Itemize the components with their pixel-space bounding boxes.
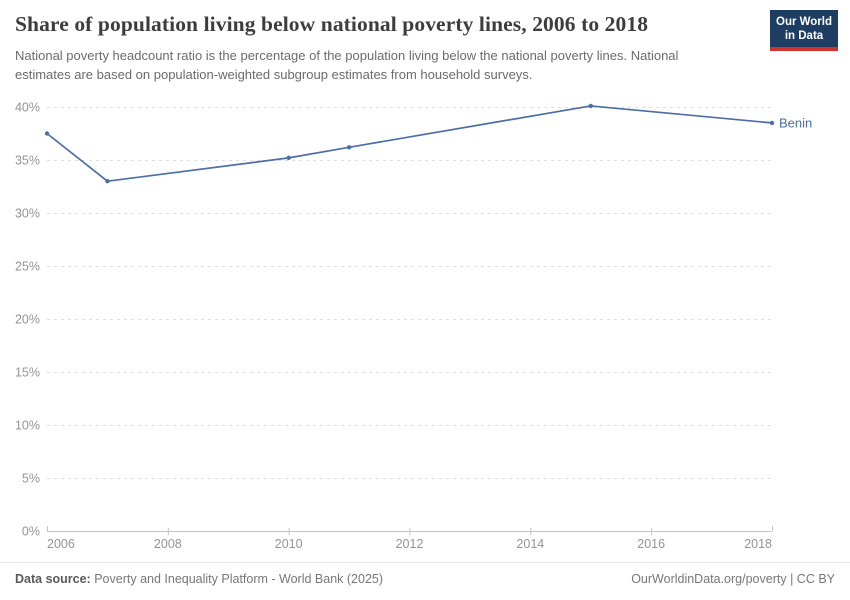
data-line[interactable] [46,105,773,183]
data-source-label: Data source: [15,572,91,586]
owid-logo-line1: Our World [776,16,833,28]
data-point[interactable] [588,103,593,109]
y-tick-label: 30% [15,207,40,221]
y-tick-label: 20% [15,313,40,327]
owid-logo-line2: in Data [784,30,824,42]
data-source: Data source: Poverty and Inequality Plat… [15,572,383,586]
y-tick-label: 35% [15,154,40,168]
x-tick-label: 2006 [47,537,75,551]
line-chart[interactable]: 0% 5% 10% 15% 20% 25% 30% 35% 40% 2006 2008 2010 201… [0,95,850,560]
y-tick-label: 40% [15,101,40,115]
data-source-value: Poverty and Inequality Platform - World … [94,572,384,586]
data-point[interactable] [769,120,775,126]
y-tick-label: 15% [15,366,40,380]
data-point[interactable] [346,145,352,150]
x-tick-label: 2008 [154,537,182,551]
y-tick-label: 10% [15,419,40,433]
x-tick-label: 2014 [516,537,544,551]
y-tick-label: 25% [15,260,40,274]
owid-logo[interactable]: Our World in Data [770,10,838,51]
data-point[interactable] [105,179,110,184]
chart-title: Share of population living below nationa… [15,12,649,36]
y-tick-label: 0% [22,525,40,539]
data-point[interactable] [286,155,291,161]
x-tick-label: 2018 [744,537,772,551]
chart-subtitle: National poverty headcount ratio is the … [15,48,679,82]
x-tick-label: 2016 [637,537,665,551]
x-tick-label: 2010 [275,537,303,551]
entity-label: Benin [779,115,812,130]
credit-link[interactable]: OurWorldinData.org/poverty | CC BY [631,572,835,586]
x-tick-label: 2012 [396,537,424,551]
data-point[interactable] [44,131,50,136]
y-tick-label: 5% [22,472,40,486]
chart-footer: Data source: Poverty and Inequality Plat… [0,562,850,600]
